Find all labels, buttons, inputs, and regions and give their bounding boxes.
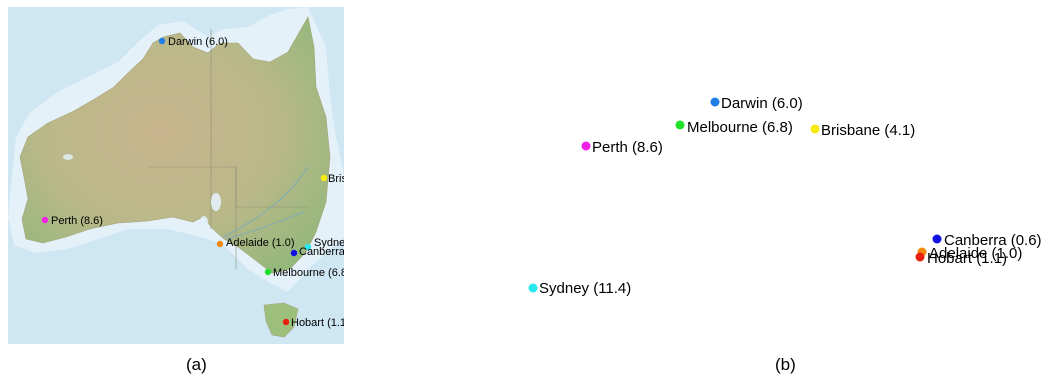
embedding-sydney-marker bbox=[528, 283, 538, 293]
embedding-hobart-marker bbox=[915, 252, 925, 262]
map-perth-label: Perth (8.6) bbox=[51, 215, 103, 227]
embedding-canberra-label: Canberra (0.6) bbox=[944, 232, 1042, 249]
map-adelaide-label: Adelaide (1.0) bbox=[226, 237, 295, 249]
map-hobart-marker bbox=[282, 318, 290, 326]
map-brisbane-label: Brisbane (4.1) bbox=[328, 173, 344, 185]
embedding-melbourne-marker bbox=[675, 120, 685, 130]
lake bbox=[211, 193, 221, 211]
embedding-hobart-label: Hobart (1.1) bbox=[927, 250, 1007, 267]
caption-b: (b) bbox=[775, 355, 796, 374]
embedding-perth-marker bbox=[581, 141, 591, 151]
map-hobart-label: Hobart (1.1) bbox=[291, 317, 344, 329]
embedding-canberra-marker bbox=[932, 234, 942, 244]
lake bbox=[63, 154, 73, 160]
embedding-darwin-marker bbox=[710, 97, 720, 107]
embedding-perth-label: Perth (8.6) bbox=[592, 139, 663, 156]
river bbox=[225, 211, 305, 240]
map-darwin-marker bbox=[158, 37, 166, 45]
embedding-sydney-label: Sydney (11.4) bbox=[539, 280, 631, 297]
tasmania bbox=[263, 302, 299, 338]
embedding-melbourne-label: Melbourne (6.8) bbox=[687, 119, 793, 136]
map-melbourne-marker bbox=[264, 268, 272, 276]
map-darwin-label: Darwin (6.0) bbox=[168, 36, 228, 48]
embedding-adelaide-label: Adelaide (1.0) bbox=[929, 245, 1022, 262]
map-melbourne-label: Melbourne (6.8) bbox=[273, 267, 344, 279]
map-canberra-marker bbox=[290, 249, 298, 257]
map-canberra-label: Canberra (0.6) bbox=[299, 246, 344, 258]
map-perth-marker bbox=[41, 216, 49, 224]
map-brisbane-marker bbox=[320, 174, 328, 182]
caption-a: (a) bbox=[186, 355, 207, 374]
embedding-brisbane-label: Brisbane (4.1) bbox=[821, 122, 915, 139]
australia-map: Darwin (6.0) Melbourne (6.8) Brisbane (4.1… bbox=[8, 7, 344, 344]
map-sydney-marker bbox=[304, 243, 312, 251]
map-sydney-label: Sydney (11.4) bbox=[314, 237, 344, 249]
city-embedding-plot: Darwin (6.0) Melbourne (6.8) Brisbane (4.1… bbox=[528, 95, 1042, 297]
map-adelaide-marker bbox=[216, 240, 224, 248]
mainland-australia bbox=[19, 16, 331, 274]
lake bbox=[200, 216, 208, 228]
river bbox=[222, 166, 309, 238]
embedding-brisbane-marker bbox=[810, 124, 820, 134]
embedding-darwin-label: Darwin (6.0) bbox=[721, 95, 803, 112]
